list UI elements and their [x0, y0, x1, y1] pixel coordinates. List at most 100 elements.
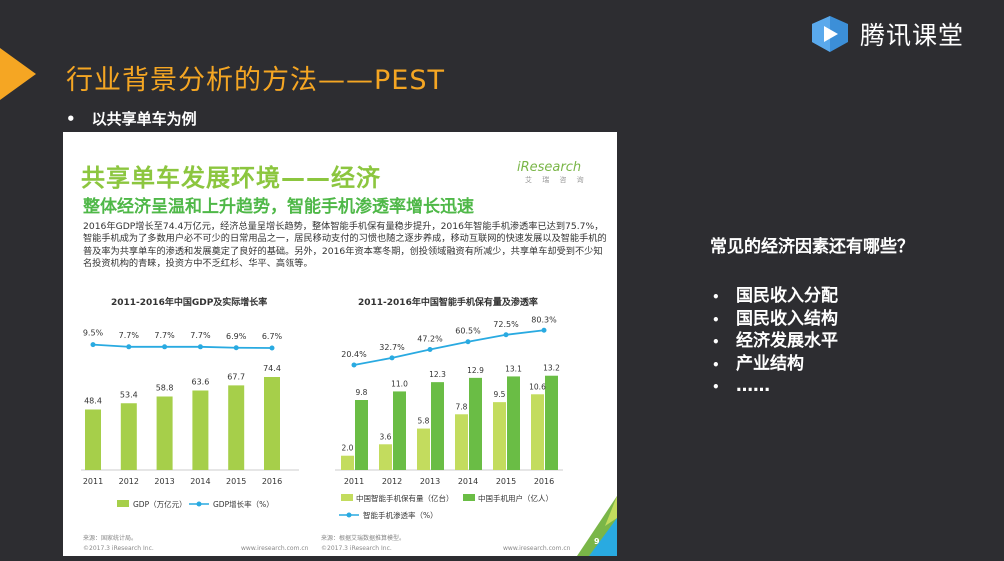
- gdp-x-tick: 2011: [83, 477, 103, 486]
- mobile-users-label: 11.0: [391, 379, 408, 388]
- penetration-rate-label: 20.4%: [341, 350, 367, 359]
- penetration-rate-label: 32.7%: [379, 343, 405, 352]
- mobile-users-bar: [469, 377, 482, 470]
- mobile-users-label: 12.3: [429, 370, 446, 379]
- bullet-dot: •: [712, 335, 720, 349]
- accent-triangle: [0, 48, 36, 100]
- gdp-rate-point: [233, 345, 239, 351]
- tencent-classroom-logo: 腾讯课堂: [808, 16, 964, 52]
- smartphone-ownership-label: 10.6: [529, 382, 546, 391]
- mobile-users-bar: [355, 400, 368, 470]
- phone-x-tick: 2012: [382, 477, 402, 486]
- gdp-x-tick: 2015: [226, 477, 246, 486]
- gdp-bar: [192, 390, 209, 470]
- gdp-bar: [120, 403, 137, 470]
- gdp-rate-label: 7.7%: [190, 331, 211, 340]
- smartphone-website: www.iresearch.com.cn: [503, 545, 571, 552]
- gdp-bar-label: 58.8: [156, 384, 174, 393]
- gdp-source: 来源：国家统计局。: [83, 535, 138, 542]
- gdp-bar-label: 67.7: [227, 372, 245, 381]
- penetration-rate-label: 80.3%: [531, 315, 557, 324]
- gdp-bar: [264, 377, 280, 470]
- economic-factors-question: 常见的经济因素还有哪些？: [710, 237, 914, 257]
- slide-subtitle: 整体经济呈温和上升趋势，智能手机渗透率增长迅速: [83, 197, 474, 217]
- phone-x-tick: 2015: [496, 477, 516, 486]
- mobile-users-bar: [545, 375, 558, 470]
- smartphone-ownership-label: 3.6: [380, 432, 392, 441]
- slide-title: 共享单车发展环境——经济: [81, 164, 381, 192]
- penetration-rate-label: 60.5%: [455, 327, 481, 336]
- penetration-rate-point: [427, 346, 433, 352]
- smartphone-ownership-bar: [455, 414, 468, 470]
- gdp-bar-label: 63.6: [191, 378, 209, 387]
- smartphone-ownership-legend-swatch: [341, 494, 353, 501]
- penetration-rate-point: [351, 362, 357, 368]
- mobile-users-label: 12.9: [467, 366, 484, 375]
- iresearch-brand: iResearch: [517, 160, 582, 175]
- gdp-x-tick: 2012: [119, 477, 139, 486]
- list-item: • 经济发展水平: [712, 330, 838, 353]
- list-item: • 国民收入分配: [712, 285, 838, 308]
- mobile-users-bar: [393, 391, 406, 470]
- bullet-dot: •: [712, 312, 720, 327]
- slide-paragraph: 2016年GDP增长至74.4万亿元，经济总量呈增长趋势，整体智能手机保有量稳步…: [83, 221, 607, 270]
- smartphone-ownership-label: 7.8: [456, 402, 468, 411]
- iresearch-logo: iResearch 艾 瑞 咨 询: [517, 160, 588, 185]
- iresearch-tag: 艾 瑞 咨 询: [525, 176, 588, 184]
- gdp-rate-legend-label: GDP增长率（%）: [213, 499, 274, 509]
- slide-page-number: 9: [594, 537, 600, 546]
- gdp-chart-title: 2011-2016年中国GDP及实际增长率: [111, 298, 268, 308]
- penetration-rate-line: [353, 329, 545, 366]
- phone-x-tick: 2014: [458, 477, 478, 486]
- bullet-dot: •: [66, 110, 76, 128]
- gdp-bar: [156, 396, 173, 470]
- gdp-chart: 48.4 2011 9.5% 53.4 2012 7.7% 58.8 2013 7.7% 63.6…: [81, 315, 563, 520]
- smartphone-source: 来源：根据艾瑞数据推算模型。: [321, 535, 406, 542]
- gdp-x-tick: 2013: [154, 477, 174, 486]
- gdp-legend-label: GDP（万亿元）: [133, 499, 187, 509]
- mobile-users-label: 9.8: [356, 388, 368, 397]
- list-item: • 国民收入结构: [712, 308, 838, 331]
- corner-decoration: [577, 496, 617, 556]
- penetration-rate-label: 72.5%: [493, 320, 519, 329]
- penetration-rate-point: [541, 327, 547, 333]
- phone-x-tick: 2016: [534, 477, 554, 486]
- list-item: • 产业结构: [712, 353, 838, 376]
- mobile-users-label: 13.1: [505, 364, 522, 373]
- gdp-rate-point: [90, 342, 96, 348]
- gdp-rate-line: [92, 343, 273, 349]
- gdp-x-tick: 2016: [262, 477, 282, 486]
- smartphone-ownership-bar: [531, 394, 544, 470]
- penetration-rate-point: [465, 339, 471, 345]
- gdp-bar: [85, 409, 101, 470]
- gdp-rate-label: 7.7%: [119, 331, 140, 340]
- gdp-x-tick: 2014: [190, 477, 210, 486]
- smartphone-ownership-bar: [417, 428, 430, 470]
- smartphone-ownership-label: 5.8: [418, 417, 430, 426]
- list-item: •……: [712, 375, 838, 398]
- phone-x-tick: 2013: [420, 477, 440, 486]
- gdp-rate-label: 6.7%: [262, 332, 283, 341]
- gdp-rate-point: [269, 345, 275, 351]
- subtitle-text: 以共享单车为例: [91, 110, 197, 128]
- bullet-dot: •: [712, 290, 720, 304]
- play-shield-icon: [812, 16, 848, 52]
- gdp-copyright: ©2017.3 iResearch Inc.: [83, 545, 154, 552]
- mobile-users-legend-swatch: [463, 494, 475, 501]
- smartphone-ownership-bar: [493, 402, 506, 470]
- smartphone-chart-title: 2011-2016年中国智能手机保有量及渗透率: [358, 298, 538, 308]
- gdp-rate-label: 7.7%: [154, 331, 175, 340]
- smartphone-ownership-label: 9.5: [494, 390, 506, 399]
- gdp-rate-point: [126, 344, 132, 350]
- gdp-rate-label: 6.9%: [226, 332, 247, 341]
- embedded-slide: 共享单车发展环境——经济 整体经济呈温和上升趋势，智能手机渗透率增长迅速 iRe…: [63, 132, 617, 556]
- smartphone-ownership-bar: [341, 455, 354, 470]
- smartphone-ownership-bar: [379, 444, 392, 470]
- phone-x-tick: 2011: [344, 477, 364, 486]
- penetration-legend-label: 智能手机渗透率（%）: [363, 510, 438, 520]
- smartphone-ownership-label: 2.0: [342, 444, 354, 453]
- gdp-rate-label: 9.5%: [83, 329, 104, 338]
- smartphone-copyright: ©2017.3 iResearch Inc.: [321, 545, 392, 552]
- penetration-legend-marker: [346, 512, 352, 518]
- penetration-rate-label: 47.2%: [417, 334, 443, 343]
